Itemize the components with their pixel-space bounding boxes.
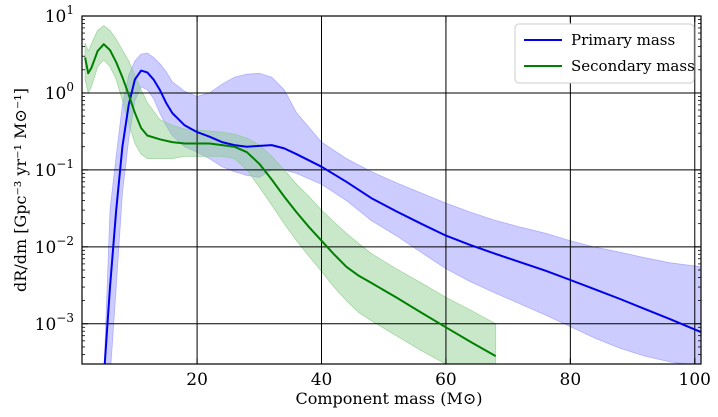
x-tick-labels: 20 40 60 80 100 — [186, 370, 711, 390]
confidence-bands — [84, 25, 701, 364]
y-tick-labels: 10−3 10−2 10−1 100 101 — [35, 3, 74, 335]
y-tick-label: 101 — [45, 3, 74, 27]
x-axis-label: Component mass (M⊙) — [295, 389, 482, 408]
ticks — [82, 15, 701, 365]
x-tick-label: 100 — [679, 370, 711, 390]
band-1 — [84, 25, 497, 364]
x-tick-label: 80 — [560, 370, 582, 390]
y-tick-label: 10−1 — [35, 157, 74, 181]
plot-frame — [81, 15, 702, 365]
legend-frame — [514, 23, 695, 84]
x-tick-label: 20 — [186, 370, 208, 390]
series-line-1 — [84, 43, 497, 357]
grid — [82, 16, 701, 364]
legend-label-primary: Primary mass — [571, 31, 675, 49]
legend-label-secondary: Secondary mass — [571, 57, 695, 75]
x-tick-label: 60 — [435, 370, 457, 390]
y-tick-label: 100 — [45, 80, 74, 104]
y-tick-label: 10−2 — [35, 234, 74, 258]
legend: Primary mass Secondary mass — [514, 23, 695, 84]
y-axis-label: dR/dm [Gpc⁻³ yr⁻¹ M⊙⁻¹] — [11, 88, 30, 292]
x-tick-label: 40 — [311, 370, 333, 390]
series-lines — [84, 43, 701, 364]
band-0 — [103, 52, 701, 364]
y-tick-label: 10−3 — [35, 311, 74, 335]
series-line-0 — [103, 69, 701, 364]
